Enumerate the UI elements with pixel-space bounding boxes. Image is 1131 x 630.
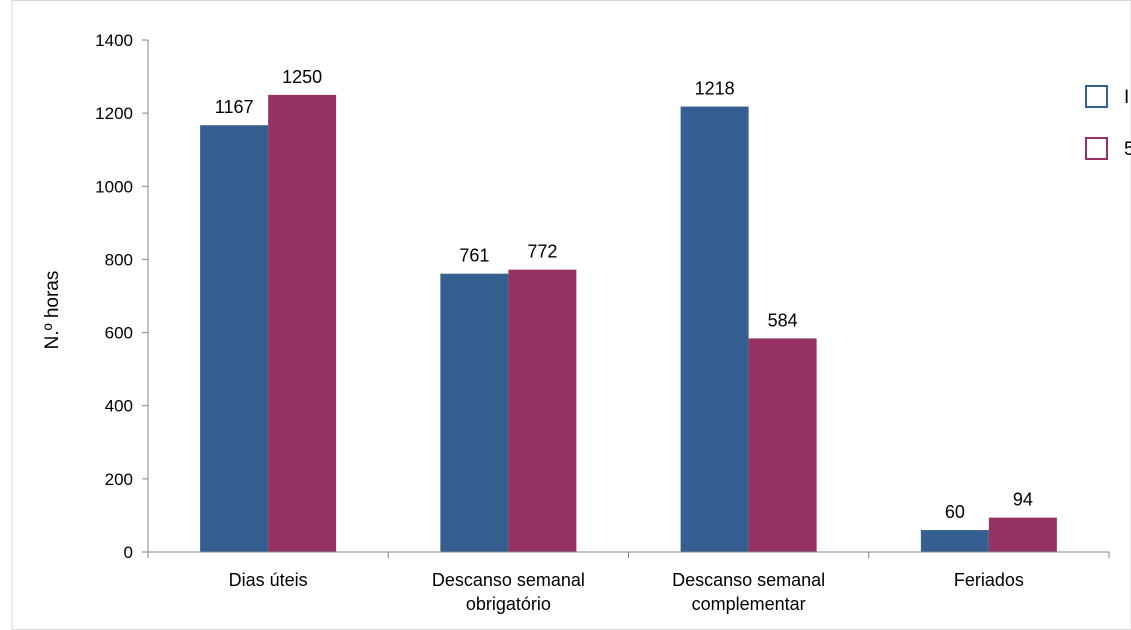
bar	[680, 106, 749, 552]
bar	[508, 269, 577, 552]
data-labels: 1167 761 1218 60 1250 772 584 94	[215, 67, 1033, 522]
y-tick-label: 600	[105, 324, 133, 343]
data-label: 94	[1013, 490, 1033, 510]
y-tick-label: 1400	[95, 31, 133, 50]
data-label: 1218	[695, 79, 735, 99]
data-label: 1250	[282, 67, 322, 87]
bar	[988, 517, 1057, 552]
category-label: Descanso semanal	[432, 570, 585, 590]
legend-swatch	[1085, 85, 1108, 108]
bar	[920, 530, 989, 552]
category-label: Feriados	[954, 570, 1024, 590]
data-label: 772	[527, 242, 557, 262]
category-label: Dias úteis	[229, 570, 308, 590]
bar	[748, 338, 817, 552]
legend-label: 5	[1124, 139, 1131, 160]
bar	[440, 273, 509, 552]
legend: I5	[1085, 85, 1131, 160]
data-label: 1167	[215, 97, 254, 117]
legend-swatch	[1085, 137, 1108, 160]
y-tick-label: 1200	[95, 104, 133, 123]
x-axis: Dias úteis Descanso semanal obrigatório Des…	[147, 551, 1110, 614]
y-axis: 0 200 400 600 800 1000 1200 1400	[95, 31, 149, 562]
y-tick-label: 200	[105, 470, 133, 489]
category-label: obrigatório	[466, 594, 551, 614]
legend-label: I	[1124, 87, 1129, 108]
data-label: 584	[768, 310, 798, 330]
bars	[200, 94, 1057, 552]
y-axis-label: N.º horas	[42, 271, 63, 350]
y-tick-label: 1000	[95, 177, 133, 196]
y-tick-label: 400	[105, 397, 133, 416]
y-tick-label: 0	[124, 543, 133, 562]
data-label: 761	[459, 246, 489, 266]
category-label: complementar	[692, 594, 806, 614]
bar	[268, 94, 337, 552]
bar	[200, 125, 269, 552]
category-label: Descanso semanal	[672, 570, 825, 590]
y-tick-label: 800	[105, 250, 133, 269]
data-label: 60	[945, 502, 965, 522]
